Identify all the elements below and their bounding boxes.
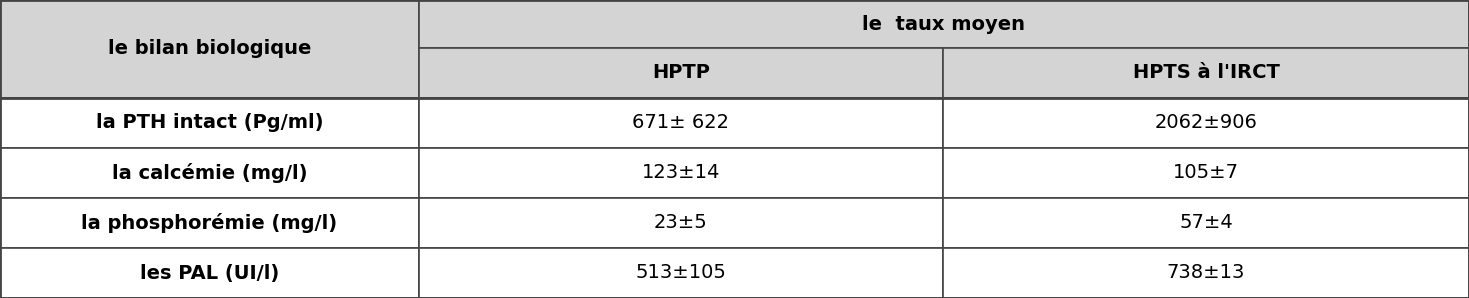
Bar <box>419 48 943 98</box>
Text: 123±14: 123±14 <box>642 164 720 182</box>
Bar <box>943 48 1469 98</box>
Bar <box>0 198 419 248</box>
Text: le bilan biologique: le bilan biologique <box>107 40 311 58</box>
Text: le  taux moyen: le taux moyen <box>862 15 1025 33</box>
Bar <box>0 148 419 198</box>
Bar <box>943 248 1469 298</box>
Bar <box>943 148 1469 198</box>
Text: HPTS à l'IRCT: HPTS à l'IRCT <box>1133 63 1279 83</box>
Text: 513±105: 513±105 <box>636 263 726 283</box>
Bar <box>943 98 1469 148</box>
Text: 23±5: 23±5 <box>654 213 708 232</box>
Text: les PAL (UI/l): les PAL (UI/l) <box>140 263 279 283</box>
Bar <box>419 198 943 248</box>
Bar <box>0 248 419 298</box>
Bar <box>419 0 1469 48</box>
Text: la calcémie (mg/l): la calcémie (mg/l) <box>112 163 307 183</box>
Text: 671± 622: 671± 622 <box>632 114 730 133</box>
Bar <box>419 148 943 198</box>
Bar <box>419 248 943 298</box>
Text: HPTP: HPTP <box>652 63 710 83</box>
Text: la phosphorémie (mg/l): la phosphorémie (mg/l) <box>81 213 338 233</box>
Text: 2062±906: 2062±906 <box>1155 114 1257 133</box>
Text: 57±4: 57±4 <box>1180 213 1232 232</box>
Text: 105±7: 105±7 <box>1174 164 1238 182</box>
Bar <box>943 198 1469 248</box>
Bar <box>419 98 943 148</box>
Bar <box>0 0 419 98</box>
Text: la PTH intact (Pg/ml): la PTH intact (Pg/ml) <box>95 114 323 133</box>
Text: 738±13: 738±13 <box>1166 263 1246 283</box>
Bar <box>0 98 419 148</box>
